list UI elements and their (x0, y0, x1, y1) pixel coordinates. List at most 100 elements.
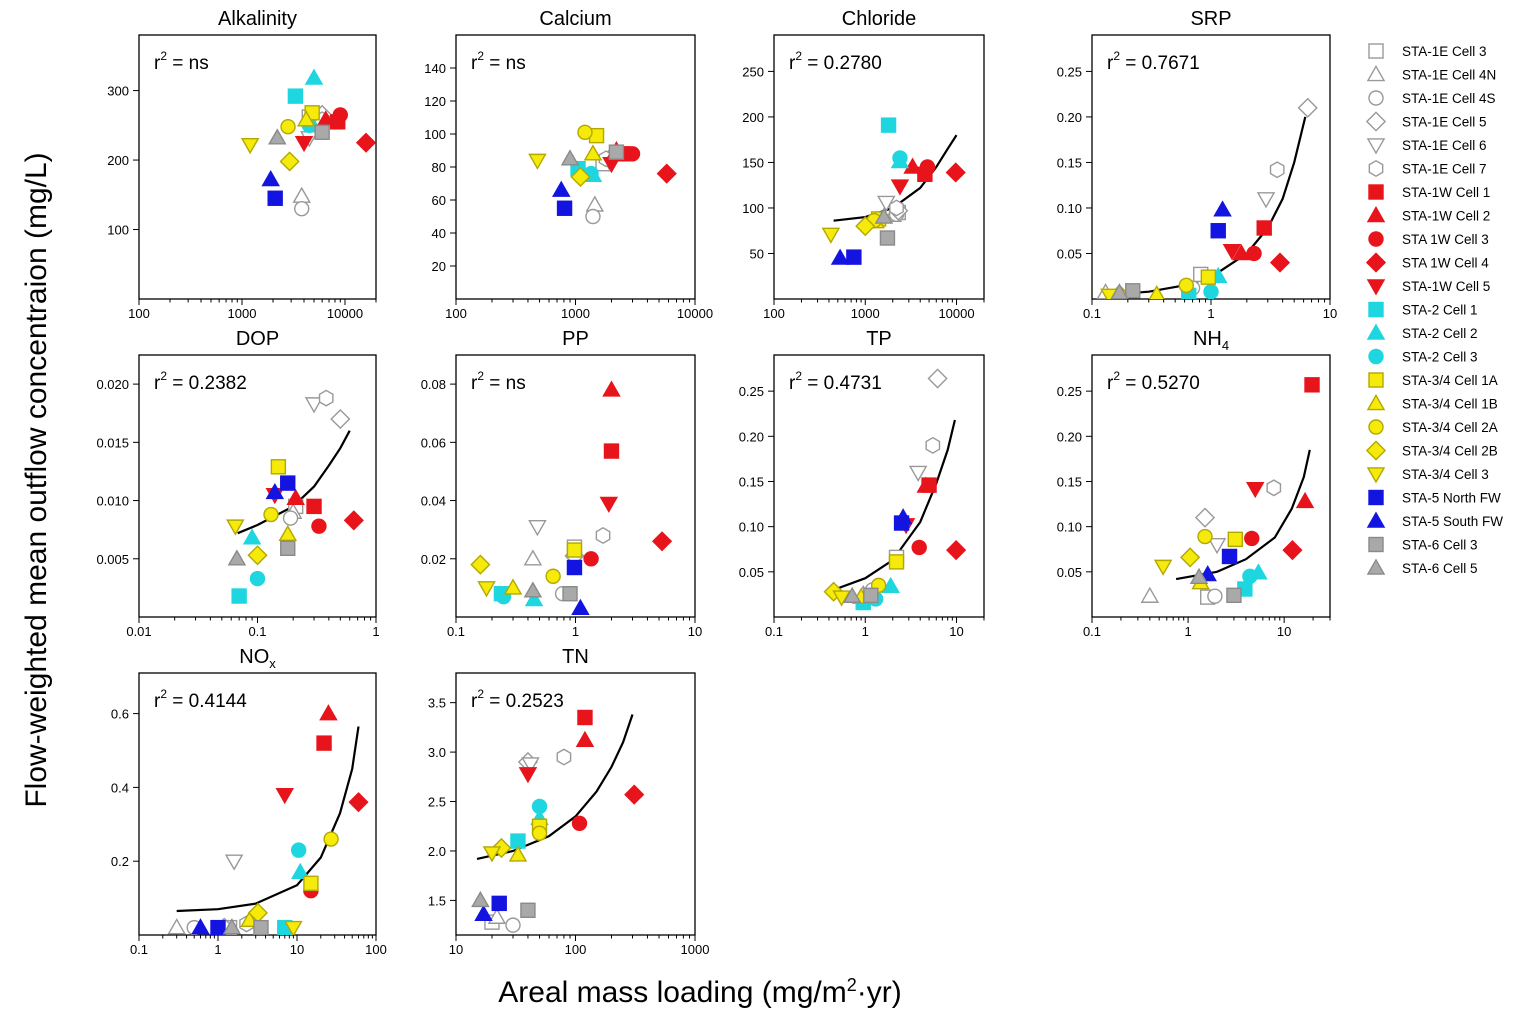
fit-curve (176, 726, 360, 913)
x-tick-label: 10 (688, 624, 702, 639)
data-point-sta-1e-cell-4n (487, 907, 507, 924)
legend-label: STA-3/4 Cell 1A (1402, 373, 1498, 388)
legend-item-sta-1e-cell-7: STA-1E Cell 7 (1368, 159, 1487, 178)
legend-label: STA-1E Cell 5 (1402, 115, 1487, 130)
x-tick-label: 10 (290, 942, 304, 957)
y-tick-label: 0.010 (96, 494, 129, 509)
data-point-sta-1w-cell-4 (343, 510, 364, 531)
legend-item-sta-1w-cell-5: STA-1W Cell 5 (1366, 279, 1490, 296)
r-squared-label: r2 = 0.7671 (1107, 49, 1200, 74)
data-point-sta-1w-cell-3 (1246, 245, 1262, 262)
panel-title: TN (562, 646, 589, 668)
x-tick-label: 1000 (228, 306, 257, 321)
panel-dop: DOP r2 = 0.2382 0.01 0.1 1 0.005 0.010 0.015 0.0… (96, 328, 379, 639)
legend-label: STA-5 North FW (1402, 491, 1501, 506)
data-point-sta-2-cell-2 (524, 590, 544, 607)
legend-marker (1365, 111, 1387, 132)
x-tick-label: 10000 (677, 306, 713, 321)
data-point-sta-3-4-cell-1b (508, 845, 528, 862)
x-tick-label: 10 (949, 624, 963, 639)
fit-curve (237, 430, 351, 535)
data-point-sta-1w-cell-5 (1222, 244, 1242, 261)
legend-label: STA-1E Cell 4S (1402, 91, 1496, 106)
x-tick-label: 1 (862, 624, 869, 639)
data-point-sta-1w-cell-3 (624, 146, 641, 162)
x-tick-label: 0.1 (1083, 624, 1101, 639)
legend-marker (1368, 231, 1384, 247)
data-point-sta-1w-cell-2 (575, 730, 595, 747)
panel-title-subscript: x (269, 656, 276, 671)
x-tick-label: 1000 (681, 942, 710, 957)
data-point-sta-5-south-fw (474, 904, 493, 921)
legend-item-sta-5-north-fw: STA-5 North FW (1368, 489, 1501, 506)
data-point-sta-2-cell-3 (249, 570, 266, 587)
data-point-sta-3-4-cell-1b (503, 578, 523, 595)
data-point-sta-2-cell-3 (1203, 284, 1219, 299)
data-point-sta-3-4-cell-2b (855, 216, 876, 237)
data-point-sta-1e-cell-4n (585, 195, 605, 212)
data-point-sta-1w-cell-4 (355, 132, 376, 153)
data-point-sta-2-cell-2 (291, 862, 310, 880)
y-tick-label: 0.02 (421, 552, 446, 567)
data-point-sta-1e-cell-7 (595, 526, 611, 544)
data-point-sta-6-cell-3 (879, 230, 896, 246)
data-point-sta-3-4-cell-2a (1197, 528, 1213, 545)
data-point-sta-6-cell-5 (1110, 283, 1129, 299)
y-tick-label: 0.05 (1057, 246, 1082, 261)
data-point-sta-3-4-cell-2a (531, 825, 548, 841)
data-point-sta-5-north-fw (267, 190, 283, 206)
panel-nox: NOx r2 = 0.4144 0.1 1 10 100 0.2 0.4 0.6 (111, 646, 387, 957)
fit-curve (1175, 449, 1311, 581)
r-squared-label: r2 = ns (154, 49, 209, 74)
legend-label: STA-3/4 Cell 1B (1402, 397, 1498, 412)
y-axis-title-text: Flow-weighted mean outflow concentraion … (20, 152, 53, 807)
data-point-sta-2-cell-3 (1242, 568, 1258, 585)
data-point-sta-6-cell-3 (520, 902, 536, 918)
data-points (470, 380, 673, 616)
plot-frame (455, 354, 696, 618)
fit-curve (833, 419, 956, 591)
data-point-sta-3-4-cell-3 (821, 227, 841, 244)
data-point-sta-6-cell-3 (1125, 283, 1141, 299)
data-point-sta-3-4-cell-1a (1200, 269, 1217, 285)
x-tick-label: 0.1 (1083, 306, 1101, 321)
y-tick-label: 0.20 (1057, 429, 1082, 444)
data-point-sta-1w-cell-4 (656, 163, 677, 184)
data-point-sta-5-south-fw (261, 170, 280, 187)
legend-marker (1365, 252, 1387, 273)
data-point-sta-5-south-fw (265, 482, 285, 500)
x-tick-label: 0.1 (130, 942, 148, 957)
legend-marker (1368, 184, 1384, 200)
data-point-sta-1e-cell-4s (585, 208, 601, 225)
x-tick-label: 1000 (561, 306, 590, 321)
y-tick-label: 0.2 (111, 854, 129, 869)
y-tick-label: 0.6 (111, 707, 129, 722)
data-points (821, 117, 966, 265)
data-point-sta-1e-cell-6 (528, 520, 547, 537)
r-squared-label: r2 = ns (471, 49, 526, 74)
x-axis-title-suffix: ·yr) (856, 976, 902, 1009)
data-point-sta-1e-cell-6 (908, 465, 928, 482)
panel-title: SRP (1190, 8, 1231, 30)
data-points (823, 368, 967, 611)
legend-item-sta-1e-cell-4n: STA-1E Cell 4N (1366, 65, 1496, 83)
data-point-sta-1w-cell-3 (583, 551, 599, 567)
data-point-sta-1w-cell-4 (348, 792, 369, 813)
data-point-sta-5-south-fw (1213, 200, 1232, 217)
y-tick-label: 250 (742, 64, 764, 79)
data-point-sta-1e-cell-7 (556, 748, 572, 766)
x-tick-label: 1 (214, 942, 221, 957)
legend-label: STA-6 Cell 3 (1402, 538, 1478, 553)
r-squared-label: r2 = 0.4144 (154, 687, 247, 712)
data-points (240, 68, 376, 217)
r-squared-label: r2 = 0.4731 (789, 369, 882, 394)
data-point-sta-1e-cell-5 (1194, 507, 1216, 528)
x-axis-title-sup: 2 (846, 975, 857, 995)
panel-title: NH4 (1193, 328, 1229, 353)
data-point-sta-1w-cell-4 (624, 784, 645, 805)
x-tick-label: 0.1 (447, 624, 465, 639)
data-point-sta-3-4-cell-2b (247, 545, 268, 566)
data-point-sta-1w-cell-3 (311, 518, 327, 534)
data-point-sta-1e-cell-6 (1207, 537, 1227, 555)
